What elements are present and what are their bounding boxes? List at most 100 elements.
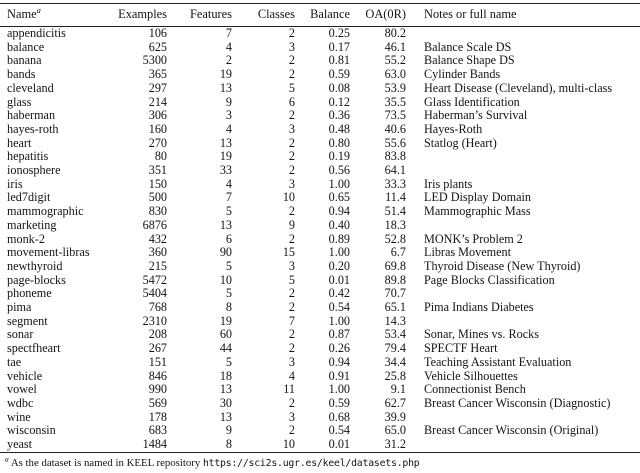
cell-dataset-name: spectfheart	[7, 342, 61, 356]
table-row: haberman 306 3 2 0.36 73.5 Haberman’s Su…	[0, 109, 640, 123]
cell-oa: 40.6	[384, 122, 406, 136]
table-row: movement-libras 360 90 15 1.00 6.7 Libra…	[0, 246, 640, 260]
cell-dataset-name: ionosphere	[7, 164, 61, 178]
cell-oa: 55.2	[384, 54, 406, 68]
cell-oa: 9.1	[390, 383, 406, 397]
table-row: bands 365 19 2 0.59 63.0 Cylinder Bands	[0, 68, 640, 82]
cell-dataset-name: movement-libras	[7, 246, 90, 260]
cell-notes: Heart Disease (Cleveland), multi-class	[424, 81, 613, 95]
cell-notes: Thyroid Disease (New Thyroid)	[424, 259, 581, 273]
cell-examples: 151	[148, 355, 167, 369]
cell-dataset-name: page-blocks	[7, 273, 66, 287]
cell-classes: 11	[283, 383, 295, 397]
table-row: cleveland 297 13 5 0.08 53.9 Heart Disea…	[0, 82, 640, 96]
cell-dataset-name: wine	[7, 410, 31, 424]
cell-balance: 0.54	[328, 301, 350, 315]
cell-examples: 830	[148, 205, 167, 219]
col-header-oa: OA(0R)	[350, 3, 406, 27]
cell-balance: 0.17	[328, 40, 350, 54]
cell-features: 8	[225, 438, 232, 452]
cell-features: 18	[219, 369, 232, 383]
cell-features: 9	[225, 424, 232, 438]
cell-features: 4	[225, 40, 232, 54]
cell-examples: 5472	[142, 273, 167, 287]
cell-notes: Teaching Assistant Evaluation	[424, 355, 572, 369]
cell-examples: 306	[148, 109, 167, 123]
cell-balance: 0.54	[328, 424, 350, 438]
cell-oa: 33.3	[384, 177, 406, 191]
cell-notes: Balance Scale DS	[424, 40, 512, 54]
cell-features: 9	[225, 95, 232, 109]
cell-notes: Iris plants	[424, 177, 473, 191]
table-row: wisconsin 683 9 2 0.54 65.0 Breast Cance…	[0, 424, 640, 438]
cell-classes: 3	[288, 177, 295, 191]
cell-classes: 2	[288, 232, 295, 246]
cell-balance: 0.08	[328, 81, 350, 95]
cell-examples: 267	[148, 342, 167, 356]
cell-examples: 768	[148, 301, 167, 315]
cell-features: 2	[225, 54, 232, 68]
cell-examples: 215	[148, 259, 167, 273]
cell-notes: SPECTF Heart	[424, 342, 498, 356]
cell-balance: 0.42	[328, 287, 350, 301]
cell-dataset-name: hepatitis	[7, 150, 49, 164]
cell-notes: MONK’s Problem 2	[424, 232, 523, 246]
cell-balance: 0.25	[328, 26, 350, 40]
cell-balance: 1.00	[328, 177, 350, 191]
cell-features: 13	[219, 136, 232, 150]
cell-balance: 0.94	[328, 205, 350, 219]
cell-oa: 73.5	[384, 109, 406, 123]
table-row: page-blocks 5472 10 5 0.01 89.8 Page Blo…	[0, 274, 640, 288]
cell-notes: LED Display Domain	[424, 191, 531, 205]
table-row: iris 150 4 3 1.00 33.3 Iris plants	[0, 178, 640, 192]
table-row: yeast 1484 8 10 0.01 31.2	[0, 438, 640, 452]
cell-classes: 15	[282, 246, 295, 260]
cell-balance: 0.68	[328, 410, 350, 424]
cell-examples: 2310	[142, 314, 167, 328]
cell-oa: 51.4	[384, 205, 406, 219]
cell-oa: 69.8	[384, 259, 406, 273]
cell-dataset-name: iris	[7, 177, 23, 191]
cell-balance: 0.40	[328, 218, 350, 232]
cell-dataset-name: wdbc	[7, 396, 34, 410]
cell-examples: 270	[148, 136, 167, 150]
cell-classes: 5	[288, 81, 295, 95]
cell-balance: 0.26	[328, 342, 350, 356]
cell-oa: 65.0	[384, 424, 406, 438]
cell-examples: 625	[148, 40, 167, 54]
cell-classes: 5	[288, 273, 295, 287]
table-row: appendicitis 106 7 2 0.25 80.2	[0, 27, 640, 41]
cell-dataset-name: wisconsin	[7, 424, 56, 438]
cell-dataset-name: glass	[7, 95, 32, 109]
cell-notes	[406, 411, 640, 425]
cell-examples: 432	[148, 232, 167, 246]
cell-oa: 46.1	[384, 40, 406, 54]
cell-dataset-name: banana	[7, 54, 42, 68]
table-row: hayes-roth 160 4 3 0.48 40.6 Hayes-Roth	[0, 123, 640, 137]
cell-classes: 2	[288, 396, 295, 410]
table-row: banana 5300 2 2 0.81 55.2 Balance Shape …	[0, 54, 640, 68]
table-row: phoneme 5404 5 2 0.42 70.7	[0, 287, 640, 301]
cell-examples: 80	[154, 150, 167, 164]
cell-notes	[406, 438, 640, 452]
table-row: monk-2 432 6 2 0.89 52.8 MONK’s Problem …	[0, 233, 640, 247]
cell-dataset-name: haberman	[7, 109, 56, 123]
cell-classes: 2	[288, 328, 295, 342]
footnote-url: https://sci2s.ugr.es/keel/datasets.php	[202, 457, 420, 469]
cell-balance: 0.36	[328, 109, 350, 123]
cell-notes: Pima Indians Diabetes	[424, 301, 534, 315]
col-header-classes: Classes	[232, 3, 295, 27]
cell-oa: 64.1	[384, 164, 406, 178]
cell-notes: Hayes-Roth	[424, 122, 483, 136]
table-row: ionosphere 351 33 2 0.56 64.1	[0, 164, 640, 178]
cell-dataset-name: monk-2	[7, 232, 45, 246]
cell-examples: 106	[148, 26, 167, 40]
table-header: Namea Examples Features Classes Balance …	[0, 3, 640, 27]
cell-notes	[406, 287, 640, 301]
cell-balance: 1.00	[328, 246, 350, 260]
cell-notes: Glass Identification	[424, 95, 520, 109]
cell-examples: 360	[148, 246, 167, 260]
cell-notes: Sonar, Mines vs. Rocks	[424, 328, 539, 342]
cell-features: 5	[225, 355, 232, 369]
cell-classes: 3	[288, 40, 295, 54]
